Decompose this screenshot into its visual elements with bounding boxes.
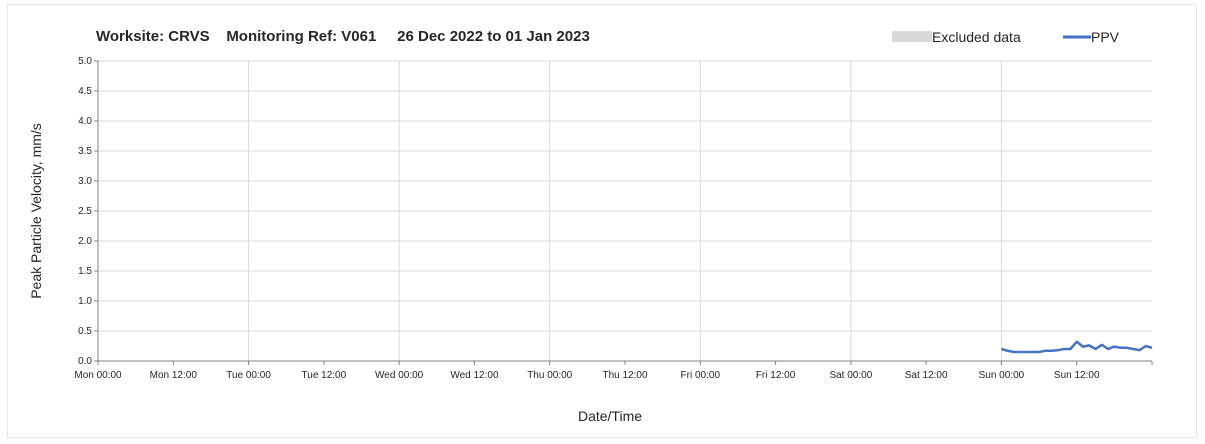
legend-excluded-label: Excluded data (932, 29, 1021, 45)
x-tick-label: Sun 00:00 (979, 370, 1025, 381)
x-tick-label: Sun 12:00 (1054, 370, 1100, 381)
x-tick-label: Thu 12:00 (602, 370, 647, 381)
x-tick-label: Tue 00:00 (226, 370, 271, 381)
x-tick-label: Wed 12:00 (450, 370, 499, 381)
axes (94, 60, 1153, 365)
y-tick-label: 5.0 (78, 56, 92, 67)
x-tick-label: Fri 00:00 (681, 370, 721, 381)
y-tick-label: 4.5 (78, 86, 92, 97)
y-axis-title: Peak Particle Velocity, mm/s (28, 123, 44, 299)
y-tick-label: 2.5 (78, 206, 92, 217)
chart-frame (7, 4, 1197, 438)
x-tick-label: Wed 00:00 (375, 370, 424, 381)
y-tick-label: 1.0 (78, 296, 92, 307)
y-tick-label: 0.5 (78, 326, 92, 337)
y-tick-labels: 0.0 0.5 1.0 1.5 2.0 2.5 3.0 3.5 4.0 4.5 5.0 (78, 56, 92, 367)
y-tick-label: 2.0 (78, 236, 92, 247)
legend-excluded-swatch (892, 31, 932, 42)
chart-title: Worksite: CRVS Monitoring Ref: V061 26 D… (96, 28, 590, 45)
legend-ppv-label: PPV (1091, 29, 1120, 45)
y-tick-label: 3.5 (78, 146, 92, 157)
y-tick-label: 0.0 (78, 356, 92, 367)
series-layer (1001, 340, 1153, 354)
x-tick-label: Fri 12:00 (756, 370, 796, 381)
x-tick-label: Sat 00:00 (829, 370, 872, 381)
y-tick-label: 4.0 (78, 116, 92, 127)
y-tick-label: 1.5 (78, 266, 92, 277)
x-tick-label: Mon 00:00 (74, 370, 122, 381)
x-tick-label: Thu 00:00 (527, 370, 572, 381)
legend: Excluded data PPV (892, 29, 1120, 45)
x-axis-title: Date/Time (578, 408, 642, 424)
gridlines (98, 60, 1152, 361)
series-line-ppv (1001, 340, 1153, 354)
x-tick-label: Sat 12:00 (905, 370, 948, 381)
x-tick-label: Mon 12:00 (150, 370, 198, 381)
y-tick-label: 3.0 (78, 176, 92, 187)
x-tick-label: Tue 12:00 (302, 370, 347, 381)
x-tick-labels: Mon 00:00 Mon 12:00 Tue 00:00 Tue 12:00 Wed … (74, 370, 1100, 381)
